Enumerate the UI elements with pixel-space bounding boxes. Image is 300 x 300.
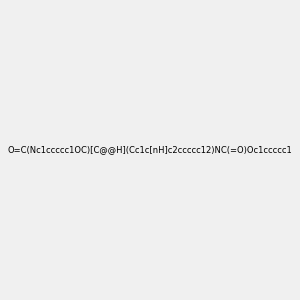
Text: O=C(Nc1ccccc1OC)[C@@H](Cc1c[nH]c2ccccc12)NC(=O)Oc1ccccc1: O=C(Nc1ccccc1OC)[C@@H](Cc1c[nH]c2ccccc12… [8, 146, 292, 154]
